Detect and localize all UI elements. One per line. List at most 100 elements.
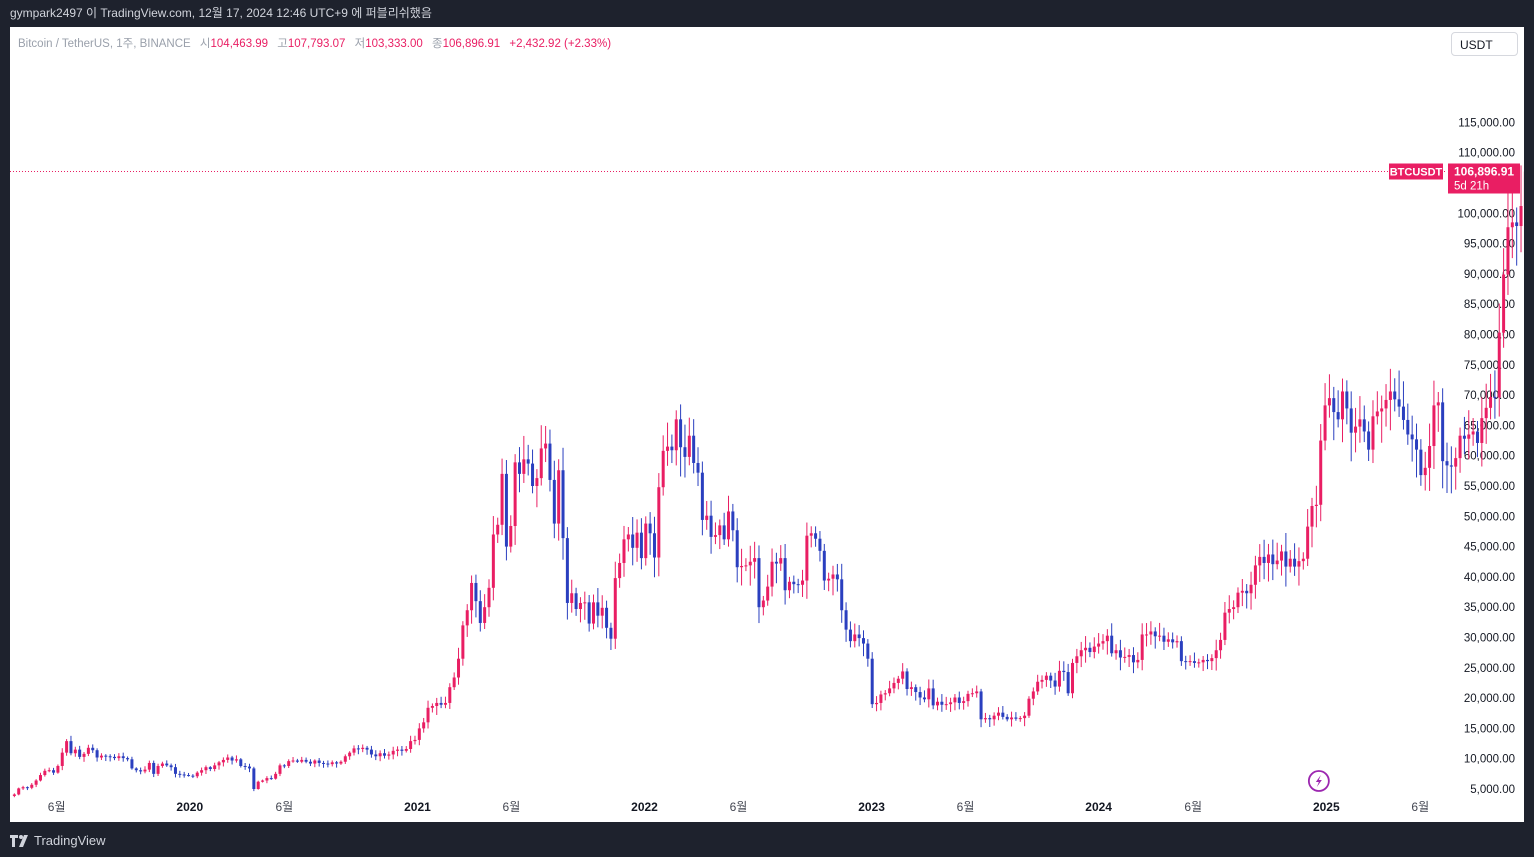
- low-value: 103,333.00: [365, 38, 423, 50]
- close-label: 종: [432, 38, 443, 50]
- candle-body: [936, 701, 940, 706]
- tradingview-logo[interactable]: TradingView: [10, 833, 106, 848]
- candle-body: [787, 581, 791, 591]
- candle-body: [1049, 675, 1053, 681]
- candle-body: [1423, 467, 1427, 476]
- candle-body: [1436, 402, 1440, 406]
- candle-body: [308, 761, 312, 764]
- candle-body: [282, 765, 286, 767]
- x-tick-label: 2025: [1313, 800, 1340, 814]
- candle-body: [1467, 434, 1471, 439]
- candle-body: [165, 763, 169, 766]
- candle-body: [718, 525, 722, 536]
- candle-body: [1419, 449, 1423, 476]
- x-tick-label: 6월: [48, 800, 66, 814]
- y-tick-label: 100,000.00: [1457, 208, 1515, 220]
- candle-body: [949, 702, 953, 705]
- candle-body: [152, 762, 156, 774]
- y-tick-label: 110,000.00: [1458, 148, 1515, 160]
- candle-body: [95, 750, 99, 758]
- candle-body: [52, 770, 56, 773]
- candle-body: [1031, 691, 1035, 699]
- candle-body: [1266, 554, 1270, 563]
- candle-body: [60, 752, 64, 766]
- candle-body: [962, 701, 966, 703]
- open-label: 시: [199, 38, 211, 50]
- candle-body: [783, 558, 787, 591]
- candle-body: [1206, 659, 1209, 662]
- candle-body: [413, 739, 417, 742]
- candle-body: [544, 443, 548, 449]
- candle-body: [931, 688, 935, 706]
- candle-body: [287, 761, 291, 766]
- candle-body: [1349, 408, 1353, 433]
- candle-body: [1114, 650, 1118, 654]
- candle-body: [944, 704, 948, 706]
- candlestick-chart[interactable]: 115,000.00110,000.00105,000.00100,000.00…: [10, 27, 1524, 822]
- candle-body: [343, 756, 347, 762]
- candle-body: [618, 562, 622, 579]
- candle-body: [1192, 661, 1196, 663]
- candle-body: [1066, 672, 1070, 694]
- candle-body: [1053, 680, 1057, 687]
- candle-body: [766, 586, 770, 601]
- candle-body: [565, 538, 569, 603]
- close-value: 106,896.91: [442, 38, 501, 50]
- candle-body: [500, 473, 504, 525]
- candle-body: [230, 757, 234, 761]
- candle-body: [1245, 590, 1249, 594]
- candle-body: [1262, 556, 1266, 563]
- candle-body: [888, 688, 892, 694]
- symbol-label: Bitcoin / TetherUS, 1주, BINANCE: [18, 38, 191, 50]
- candle-body: [870, 658, 874, 705]
- candle-body: [1145, 634, 1149, 636]
- candle-body: [866, 643, 870, 659]
- candle-body: [687, 435, 691, 457]
- candle-body: [265, 778, 269, 781]
- candle-body: [204, 767, 208, 771]
- candle-body: [953, 697, 957, 703]
- last-price-value: 106,896.91: [1454, 165, 1514, 179]
- brand-label: TradingView: [34, 833, 106, 848]
- candle-body: [239, 759, 243, 766]
- candle-body: [56, 765, 60, 773]
- low-label: 저: [354, 38, 366, 50]
- x-tick-label: 2024: [1085, 800, 1112, 814]
- candle-body: [182, 774, 186, 776]
- candle-body: [213, 765, 217, 770]
- candle-body: [30, 784, 34, 788]
- candle-body: [822, 550, 826, 581]
- candle-body: [1301, 558, 1305, 562]
- candle-body: [82, 753, 86, 757]
- candle-body: [108, 756, 112, 758]
- candle-body: [753, 558, 757, 562]
- candle-body: [583, 602, 587, 604]
- candle-body: [1367, 431, 1371, 450]
- candle-body: [996, 712, 1000, 716]
- candle-body: [173, 767, 177, 774]
- candle-body: [592, 602, 596, 624]
- chart-panel[interactable]: 115,000.00110,000.00105,000.00100,000.00…: [10, 27, 1524, 822]
- candle-body: [1236, 592, 1240, 608]
- candle-body: [922, 697, 926, 700]
- y-tick-label: 75,000.00: [1464, 360, 1515, 372]
- candle-body: [200, 770, 204, 773]
- candle-body: [818, 538, 822, 551]
- y-tick-label: 50,000.00: [1464, 511, 1515, 523]
- currency-button[interactable]: USDT: [1451, 32, 1518, 56]
- candle-body: [1297, 561, 1301, 567]
- candle-body: [679, 419, 683, 448]
- candle-body: [474, 582, 478, 602]
- candle-body: [369, 749, 373, 755]
- candle-body: [1445, 461, 1449, 466]
- candle-body: [491, 534, 495, 588]
- x-tick-label: 6월: [1184, 800, 1202, 814]
- y-tick-label: 25,000.00: [1464, 663, 1515, 675]
- candle-body: [992, 715, 996, 720]
- candle-body: [1240, 590, 1244, 593]
- candle-body: [609, 627, 613, 639]
- candle-body: [661, 450, 665, 488]
- candle-body: [382, 753, 386, 756]
- candle-body: [670, 446, 674, 451]
- candle-body: [700, 472, 704, 520]
